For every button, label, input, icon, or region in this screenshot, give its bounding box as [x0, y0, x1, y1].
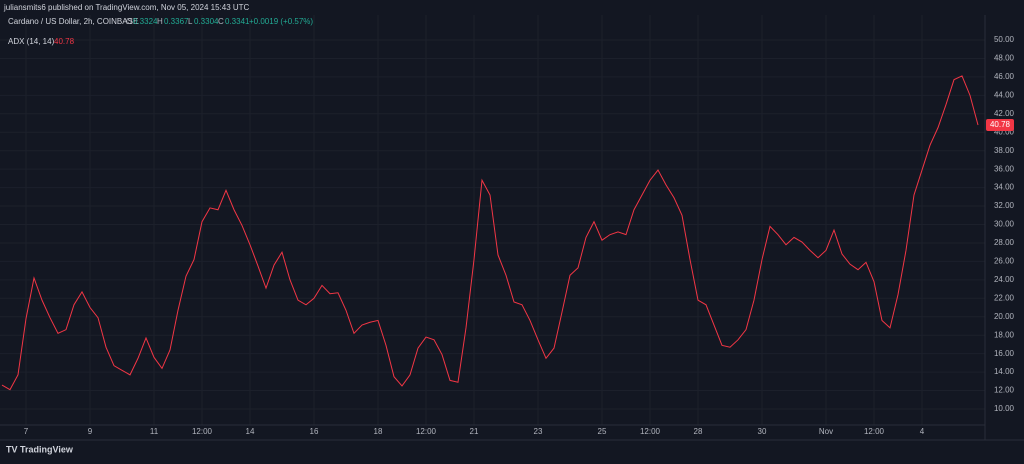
ohlc-value: 0.3304: [194, 17, 219, 26]
grid: [0, 15, 985, 425]
y-tick-label: 26.00: [994, 257, 1015, 266]
y-tick-label: 38.00: [994, 146, 1015, 155]
y-tick-label: 22.00: [994, 293, 1015, 302]
ohlc-value: 0.3324: [133, 17, 158, 26]
x-tick-label: 12:00: [192, 427, 213, 436]
ohlc-label: H: [157, 17, 163, 26]
ohlc-label: L: [188, 17, 193, 26]
symbol-title: Cardano / US Dollar, 2h, COINBASE: [8, 17, 138, 26]
publisher: juliansmits6 published on TradingView.co…: [3, 3, 250, 12]
symbol-legend: Cardano / US Dollar, 2h, COINBASE O 0.33…: [8, 17, 313, 26]
indicator-name: ADX (14, 14): [8, 37, 55, 46]
y-tick-label: 44.00: [994, 90, 1015, 99]
x-tick-label: 16: [310, 427, 319, 436]
x-tick-label: 14: [246, 427, 255, 436]
y-tick-label: 18.00: [994, 330, 1015, 339]
y-tick-label: 10.00: [994, 404, 1015, 413]
x-tick-label: 18: [374, 427, 383, 436]
y-tick-label: 12.00: [994, 386, 1015, 395]
x-tick-label: 12:00: [416, 427, 437, 436]
y-tick-label: 40.00: [994, 127, 1015, 136]
x-tick-label: 23: [534, 427, 543, 436]
x-tick-label: 30: [758, 427, 767, 436]
y-tick-label: 48.00: [994, 54, 1015, 63]
indicator-value: 40.78: [54, 37, 75, 46]
ohlc-value: 0.3367: [164, 17, 189, 26]
y-tick-label: 16.00: [994, 349, 1015, 358]
last-value-badge: [986, 119, 1014, 132]
adx-line: [1, 75, 979, 391]
y-tick-label: 34.00: [994, 183, 1015, 192]
y-tick-label: 50.00: [994, 35, 1015, 44]
y-tick-label: 46.00: [994, 72, 1015, 81]
x-tick-label: 12:00: [864, 427, 885, 436]
y-tick-label: 28.00: [994, 238, 1015, 247]
ohlc-label: C: [218, 17, 224, 26]
y-tick-label: 20.00: [994, 312, 1015, 321]
ohlc-label: O: [126, 17, 132, 26]
y-tick-label: 24.00: [994, 275, 1015, 284]
brand: TradingView: [20, 444, 74, 454]
x-tick-label: 9: [88, 427, 93, 436]
x-tick-label: 11: [150, 427, 159, 436]
y-tick-label: 14.00: [994, 367, 1015, 376]
x-tick-label: 4: [920, 427, 925, 436]
y-tick-label: 32.00: [994, 201, 1015, 210]
y-tick-label: 30.00: [994, 220, 1015, 229]
change: +0.0019 (+0.57%): [249, 17, 313, 26]
last-value-label: 40.78: [990, 120, 1011, 129]
x-tick-label: 28: [694, 427, 703, 436]
x-tick-label: 21: [470, 427, 479, 436]
x-tick-label: Nov: [819, 427, 833, 436]
footer-logo: TV TradingView: [6, 444, 74, 454]
x-tick-label: 12:00: [640, 427, 661, 436]
ohlc-value: 0.3341: [225, 17, 250, 26]
y-tick-label: 42.00: [994, 109, 1015, 118]
x-tick-label: 25: [598, 427, 607, 436]
y-tick-label: 36.00: [994, 164, 1015, 173]
x-tick-label: 7: [24, 427, 29, 436]
logo-mark: TV: [6, 444, 18, 454]
